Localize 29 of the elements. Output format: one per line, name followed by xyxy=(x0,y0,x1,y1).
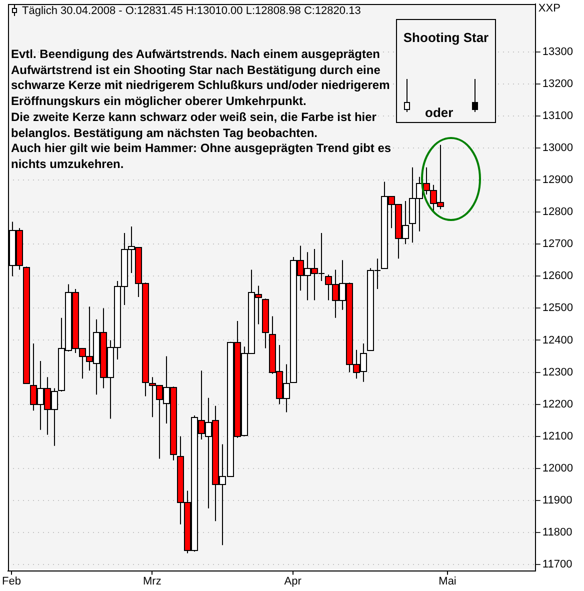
annotation: oder xyxy=(425,105,454,121)
y-axis-title: XXP xyxy=(538,2,560,15)
y-tick-label: 13200 xyxy=(542,78,574,90)
chart-title: Täglich 30.04.2008 - O:12831.45 H:13010.00 L:12808.98 C:12820.13 xyxy=(22,5,361,18)
y-tick-label: 12700 xyxy=(542,238,574,250)
y-tick-label: 12000 xyxy=(542,462,574,474)
y-tick-label: 11700 xyxy=(542,558,572,570)
y-tick-label: 12200 xyxy=(542,398,574,410)
y-tick-label: 12500 xyxy=(542,302,574,314)
x-tick-label: Feb xyxy=(2,575,21,588)
x-tick-label: Mrz xyxy=(142,575,162,588)
annotation: Auch hier gilt wie beim Hammer: Ohne ausgeprägten Trend gibt es nichts umzukehren. xyxy=(11,141,392,173)
y-tick-label: 13000 xyxy=(542,142,574,154)
y-tick-label: 12600 xyxy=(542,270,574,282)
x-tick-label: Apr xyxy=(284,575,302,588)
annotation: Shooting Star xyxy=(402,30,490,46)
info-box: Shooting Star oder xyxy=(396,19,496,123)
y-tick-label: 12800 xyxy=(542,206,574,218)
y-tick-label: 11800 xyxy=(542,526,572,538)
x-tick-label: Mai xyxy=(438,575,456,588)
y-tick-label: 12900 xyxy=(542,174,574,186)
annotation: Evtl. Beendigung des Aufwärtstrends. Nach einem ausgeprägten Aufwärtstrend ist ein Shooting Star nach Bestätigung durch eine schwarze Kerze mit niedrigerem Schlußkurs und/oder niedrigerem Eröffnungskurs ein möglicher oberer Umkehrpunkt. xyxy=(11,47,391,110)
y-tick-label: 13100 xyxy=(542,110,574,122)
y-tick-label: 13300 xyxy=(542,46,574,58)
y-tick-label: 12400 xyxy=(542,334,574,346)
y-tick-label: 11900 xyxy=(542,494,572,506)
annotation: Die zweite Kerze kann schwarz oder weiß sein, die Farbe ist hier belanglos. Bestätigung am nächsten Tag beobachten. xyxy=(11,110,378,142)
y-tick-label: 12300 xyxy=(542,366,574,378)
y-tick-label: 12100 xyxy=(542,430,574,442)
